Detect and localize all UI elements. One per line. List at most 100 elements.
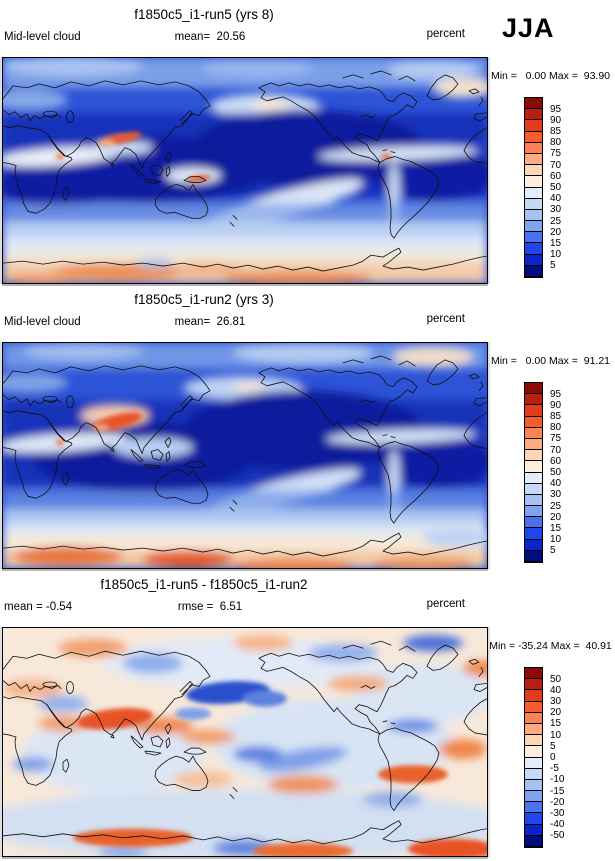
colorbar-segment bbox=[525, 746, 542, 758]
colorbar-tick-label: 50 bbox=[550, 182, 562, 193]
colorbar-segment bbox=[525, 142, 542, 154]
min-max-label: Min = 0.00 Max = 91.21 bbox=[490, 355, 611, 367]
colorbar-tick-label: 20 bbox=[550, 226, 562, 238]
colorbar-segment bbox=[525, 461, 542, 473]
colorbar-segment bbox=[525, 232, 542, 244]
panel-title: f1850c5_i1-run2 (yrs 3) bbox=[134, 292, 274, 307]
season-label: JJA bbox=[502, 13, 555, 43]
colorbar-tick-label: -5 bbox=[550, 763, 559, 775]
colorbar-segment bbox=[525, 472, 542, 484]
colorbar-segment bbox=[525, 383, 542, 395]
colorbar-segment bbox=[525, 254, 542, 266]
map-run5 bbox=[2, 57, 488, 284]
world-map-svg bbox=[3, 628, 487, 856]
colorbar-tick-label: 60 bbox=[550, 455, 562, 467]
min-max-label: Min = 0.00 Max = 93.90 bbox=[490, 70, 611, 82]
colorbar-tick-label: 80 bbox=[550, 422, 562, 434]
colorbar-segment bbox=[525, 198, 542, 210]
colorbar-segment bbox=[525, 779, 542, 792]
colorbar-tick-label: 30 bbox=[550, 696, 562, 708]
colorbar-segment bbox=[525, 690, 542, 702]
units-label: percent bbox=[426, 28, 465, 40]
colorbar-tick-label: 5 bbox=[550, 260, 556, 272]
colorbar-segment bbox=[525, 802, 542, 814]
colorbar-tick-label: 30 bbox=[550, 204, 562, 216]
colorbar-tick-label: 20 bbox=[550, 511, 562, 523]
colorbar-segment bbox=[525, 209, 542, 222]
colorbar-tick-label: 95 bbox=[550, 388, 562, 400]
colorbar-tick-label: 40 bbox=[550, 478, 562, 490]
colorbar-segment bbox=[525, 550, 542, 562]
variable-label: Mid-level cloud bbox=[4, 31, 81, 43]
colorbar-segment bbox=[525, 483, 542, 495]
colorbar-tick-label: 10 bbox=[550, 534, 562, 546]
colorbar-tick-label: -50 bbox=[550, 830, 565, 842]
colorbar-tick-label: 5 bbox=[550, 545, 556, 557]
colorbar-tick-label: 30 bbox=[550, 489, 562, 501]
colorbar-segment bbox=[525, 835, 542, 847]
colorbar-segment bbox=[525, 405, 542, 417]
colorbar: 95 90 85 80 75 70 60 50 40 30 25 20 15 10 5 bbox=[524, 382, 561, 563]
panel-run2: f1850c5_i1-run2 (yrs 3) Mid-level cloud … bbox=[0, 285, 615, 570]
colorbar-segment bbox=[525, 528, 542, 540]
colorbar-tick-label: 10 bbox=[550, 729, 562, 741]
colorbar-segment bbox=[525, 109, 542, 121]
colorbar-tick-label: 85 bbox=[550, 126, 562, 138]
colorbar-tick-label: -40 bbox=[550, 819, 565, 831]
colorbar-tick-label: 90 bbox=[550, 399, 562, 411]
colorbar-segment bbox=[525, 494, 542, 507]
colorbar: 95 90 85 80 75 70 60 50 40 30 25 20 15 10 5 bbox=[524, 97, 561, 278]
colorbar-tick-label: -20 bbox=[550, 796, 565, 808]
panel-title: f1850c5_i1-run5 - f1850c5_i1-run2 bbox=[100, 577, 308, 592]
colorbar-tick-label: 50 bbox=[550, 467, 562, 478]
colorbar-tick-label: 75 bbox=[550, 433, 562, 445]
colorbar-segment bbox=[525, 723, 542, 736]
colorbar-segment bbox=[525, 427, 542, 439]
colorbar-tick-label: 80 bbox=[550, 137, 562, 149]
panel-difference: f1850c5_i1-run5 - f1850c5_i1-run2 mean =… bbox=[0, 570, 615, 857]
colorbar-segment bbox=[525, 416, 542, 428]
colorbar-segment bbox=[525, 243, 542, 255]
units-label: percent bbox=[426, 598, 465, 610]
colorbar-tick-label: -15 bbox=[550, 785, 565, 797]
world-map-svg bbox=[3, 58, 487, 283]
colorbar-tick-label: 85 bbox=[550, 411, 562, 423]
mean-label: mean = -0.54 bbox=[4, 601, 73, 613]
colorbar-segment bbox=[525, 768, 542, 780]
colorbar-segment bbox=[525, 120, 542, 132]
colorbar-segment bbox=[525, 131, 542, 143]
colorbar-segment bbox=[525, 757, 542, 769]
colorbar-tick-label: 0 bbox=[550, 752, 556, 763]
mean-label: mean= 20.56 bbox=[174, 31, 246, 43]
colorbar-segment bbox=[525, 506, 542, 518]
world-map-svg bbox=[3, 343, 487, 568]
colorbar-segment bbox=[525, 265, 542, 277]
colorbar-tick-label: 15 bbox=[550, 718, 562, 730]
colorbar-tick-label: 75 bbox=[550, 148, 562, 160]
mean-label: mean= 26.81 bbox=[174, 316, 246, 328]
colorbar-segment bbox=[525, 791, 542, 803]
colorbar-tick-label: 20 bbox=[550, 707, 562, 719]
colorbar-tick-label: 5 bbox=[550, 740, 556, 752]
colorbar-segment bbox=[525, 221, 542, 233]
panel-run5: f1850c5_i1-run5 (yrs 8) Mid-level cloud … bbox=[0, 0, 615, 285]
min-max-label: Min = -35.24 Max = 40.91 bbox=[489, 640, 612, 652]
colorbar-tick-label: 40 bbox=[550, 193, 562, 205]
map-run2 bbox=[2, 342, 488, 569]
colorbar-segment bbox=[525, 735, 542, 747]
colorbar-tick-label: 15 bbox=[550, 237, 562, 249]
colorbar-segment bbox=[525, 176, 542, 188]
colorbar-tick-label: 40 bbox=[550, 684, 562, 696]
colorbar-tick-label: 60 bbox=[550, 170, 562, 182]
colorbar-tick-label: 90 bbox=[550, 114, 562, 126]
colorbar-segment bbox=[525, 450, 542, 462]
colorbar-segment bbox=[525, 187, 542, 199]
colorbar-tick-label: 25 bbox=[550, 215, 562, 227]
colorbar-segment bbox=[525, 153, 542, 166]
map-difference bbox=[2, 627, 488, 857]
colorbar-segment bbox=[525, 701, 542, 713]
colorbar-tick-label: 25 bbox=[550, 500, 562, 512]
colorbar-segment bbox=[525, 679, 542, 691]
colorbar-segment bbox=[525, 813, 542, 825]
